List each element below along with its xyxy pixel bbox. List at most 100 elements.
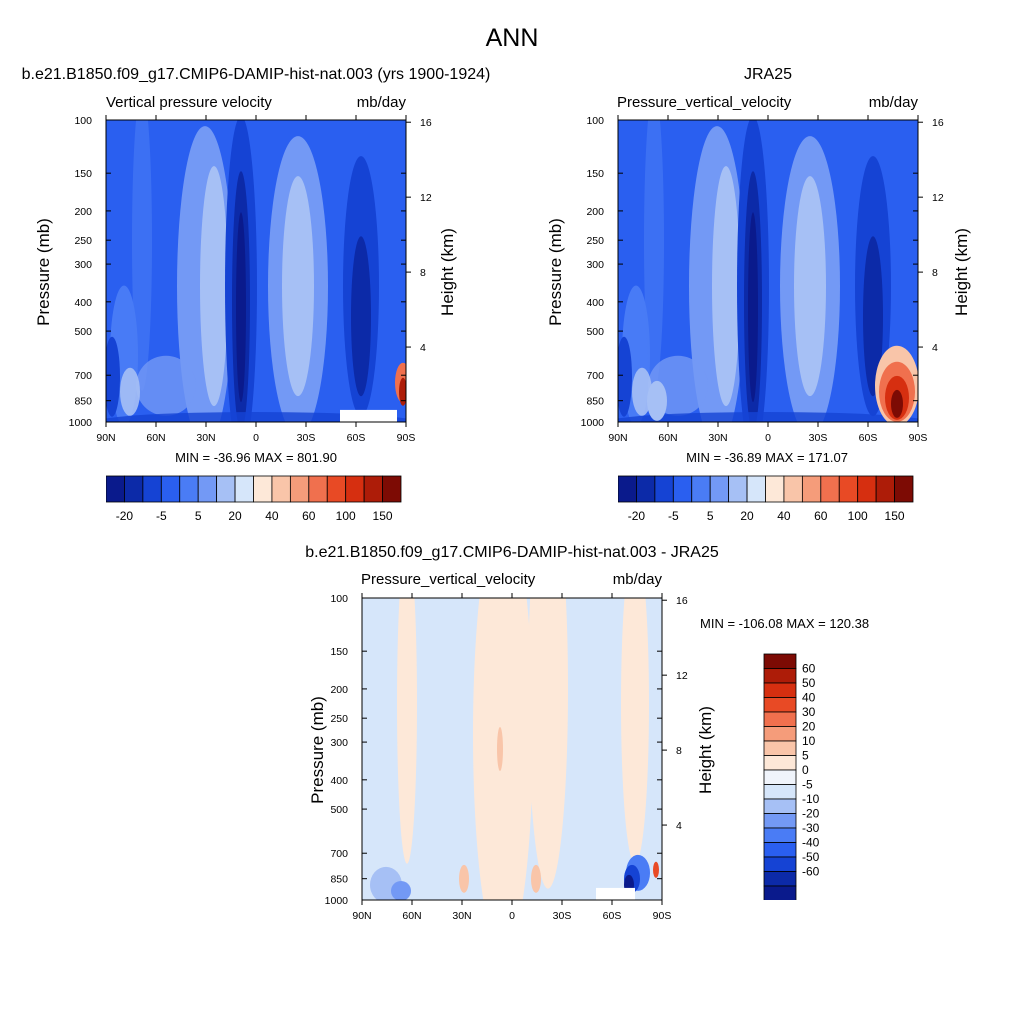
panel1-ytick-label: 400 (74, 297, 92, 309)
panel3-units: mb/day (612, 571, 662, 588)
panel2-colorbar-swatch (765, 475, 785, 503)
panel1-xtick-label: 60N (146, 432, 165, 444)
panel3-colorbar-label: 20 (802, 720, 816, 734)
panel2-colorbar-swatch (875, 475, 895, 503)
panel2-ytick-label: 250 (586, 235, 604, 247)
panel3-colorbar-label: 10 (802, 734, 816, 748)
panel3-ytick-label: 500 (330, 804, 348, 816)
panel2-plot: 100 150 200 250 300 400 500 700 850 1000 4 8 12 16 90N… (581, 115, 944, 444)
panel1-xtick-label: 30N (196, 432, 215, 444)
panel3-colorbar-label: 5 (802, 749, 809, 763)
panel3-xtick-label: 90N (352, 910, 371, 922)
panel1-colorbar-swatch (142, 475, 162, 503)
panel1-ytick-label: 250 (74, 235, 92, 247)
panel1-ytick-label: 100 (74, 115, 92, 127)
panel3-xtick-label: 30S (553, 910, 572, 922)
panel3-ytick-label: 400 (330, 775, 348, 787)
panel3-colorbar-label: -20 (802, 807, 820, 821)
panel3-title: b.e21.B1850.f09_g17.CMIP6-DAMIP-hist-nat… (305, 544, 719, 561)
panel1-colorbar-swatch (253, 475, 273, 503)
panel3-colorbar-swatch (763, 842, 797, 858)
panel3-colorbar-swatch (763, 711, 797, 727)
panel1-y2tick-label: 12 (420, 192, 432, 204)
panel1-ytick-label: 150 (74, 168, 92, 180)
panel2-colorbar-swatch (783, 475, 803, 503)
panel3-colorbar-label: 50 (802, 676, 816, 690)
panel2-minmax: MIN = -36.89 MAX = 171.07 (686, 450, 848, 465)
panel3-colorbar-label: -30 (802, 821, 820, 835)
panel2-xtick-label: 30S (809, 432, 828, 444)
panel1-minmax: MIN = -36.96 MAX = 801.90 (175, 450, 337, 465)
panel1-xtick-label: 0 (253, 432, 259, 444)
panel3-colorbar-swatch (763, 726, 797, 742)
panel3-ytick-label: 100 (330, 593, 348, 605)
panel2-colorbar-label: -20 (628, 509, 646, 523)
panel3-xtick-label: 60S (603, 910, 622, 922)
panel2-colorbar-swatch (618, 475, 637, 503)
panel3-colorbar-swatch (763, 827, 797, 843)
panel1-ytick-label: 300 (74, 259, 92, 271)
panel2-xtick-label: 60S (859, 432, 878, 444)
panel3-colorbar-swatch (763, 798, 797, 814)
panel1-contour-field (106, 120, 406, 422)
panel2-colorbar-swatch (672, 475, 693, 503)
panel2-y2tick-label: 12 (932, 192, 944, 204)
panel2-ytick-label: 700 (586, 370, 604, 382)
panel2-units: mb/day (868, 94, 918, 111)
panel3-y2tick-label: 12 (676, 670, 688, 682)
panel1-y2tick-label: 8 (420, 267, 426, 279)
panel3-colorbar-swatch (763, 653, 797, 669)
panel3-colorbar-label: -50 (802, 850, 820, 864)
panel2-colorbar-label: 150 (885, 509, 905, 523)
panel1-xtick-label: 60S (347, 432, 366, 444)
panel2-colorbar-swatch (728, 475, 748, 503)
panel3-colorbar-label: -40 (802, 836, 820, 850)
panel2-colorbar-swatch (857, 475, 877, 503)
panel3-colorbar-swatch (763, 784, 797, 800)
panel3-colorbar-label: -60 (802, 865, 820, 879)
panel1-ylabel: Pressure (mb) (34, 218, 53, 326)
panel2-colorbar-label: 5 (707, 509, 714, 523)
panel1-plot: 100 150 200 250 300 400 500 700 850 1000 4 8 12 16 90N… (69, 115, 432, 444)
panel2-xtick-label: 90N (608, 432, 627, 444)
panel3-contour-field (362, 598, 662, 900)
panel3-colorbar-label: -10 (802, 792, 820, 806)
panel2-field-name: Pressure_vertical_velocity (617, 94, 792, 111)
panel1-colorbar-label: 20 (228, 509, 242, 523)
panel1-colorbar-swatch (271, 475, 291, 503)
panel2-ytick-label: 500 (586, 326, 604, 338)
panel2-xtick-label: 30N (708, 432, 727, 444)
panel1-title: b.e21.B1850.f09_g17.CMIP6-DAMIP-hist-nat… (21, 66, 491, 83)
panel2-ytick-label: 300 (586, 259, 604, 271)
panel2-contour-field (618, 120, 918, 422)
panel1-units: mb/day (356, 94, 406, 111)
panel1-ytick-label: 500 (74, 326, 92, 338)
panel1-colorbar-label: 5 (195, 509, 202, 523)
panel3-ytick-label: 1000 (325, 895, 349, 907)
panel1-colorbar-swatch (345, 475, 365, 503)
panel1-colorbar-swatch (106, 475, 125, 503)
panel2-ytick-label: 400 (586, 297, 604, 309)
panel2-y2tick-label: 8 (932, 267, 938, 279)
panel2-colorbar-label: -5 (668, 509, 679, 523)
panel2-colorbar-swatch (746, 475, 766, 503)
panel3-colorbar-swatch (763, 856, 797, 872)
panel1-colorbar-label: 150 (373, 509, 393, 523)
panel3-ytick-label: 850 (330, 874, 348, 886)
panel2-colorbar-swatch (654, 475, 674, 503)
panel3-xtick-label: 0 (509, 910, 515, 922)
panel3-xtick-label: 30N (452, 910, 471, 922)
panel1-ytick-label: 850 (74, 396, 92, 408)
panel3-colorbar-label: -5 (802, 778, 813, 792)
panel3-ytick-label: 200 (330, 684, 348, 696)
panel1-y2tick-label: 16 (420, 117, 432, 129)
panel3-field-name: Pressure_vertical_velocity (361, 571, 536, 588)
panel2-colorbar-swatch (691, 475, 711, 503)
panel2-y2tick-label: 16 (932, 117, 944, 129)
panel3-colorbar-swatch (763, 668, 797, 684)
panel3-y2tick-label: 16 (676, 595, 688, 607)
panel1-y2tick-label: 4 (420, 342, 426, 354)
panel2-colorbar-label: 20 (740, 509, 754, 523)
panel3-colorbar-swatch (763, 871, 797, 887)
panel3-colorbar-swatch (763, 769, 797, 785)
